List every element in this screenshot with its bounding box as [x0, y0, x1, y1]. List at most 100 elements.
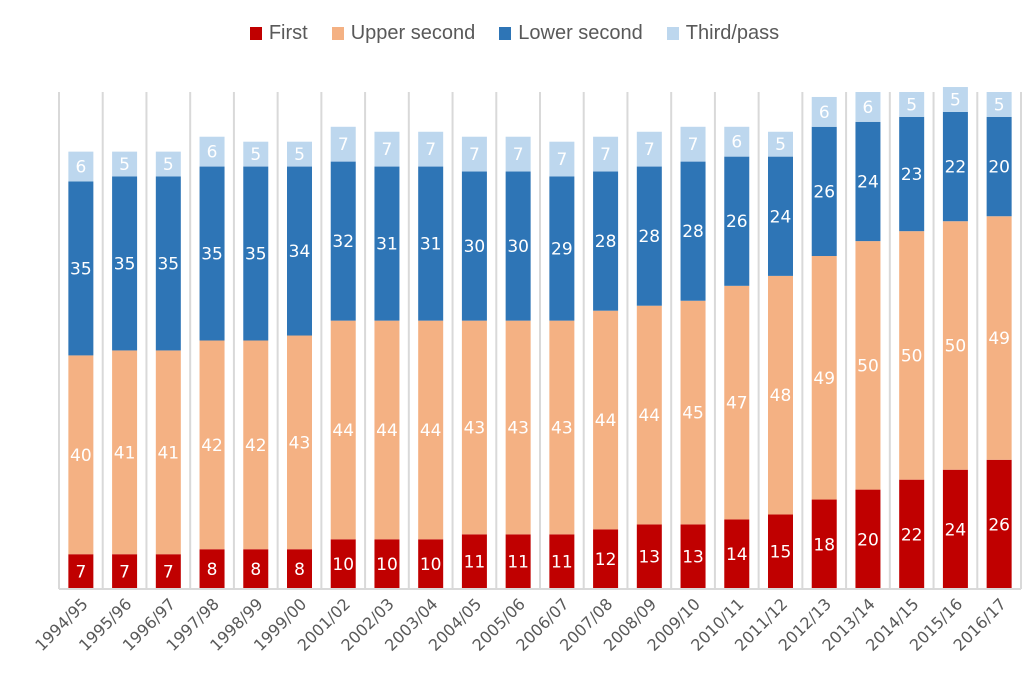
bar-segment-lower-second [199, 166, 225, 341]
data-label: 42 [245, 436, 267, 456]
data-label: 35 [157, 254, 179, 274]
bar-segment-first [899, 479, 925, 589]
data-label: 15 [770, 543, 792, 563]
legend-label: Lower second [518, 21, 643, 44]
bar-segment-first [549, 534, 575, 589]
data-label: 28 [682, 222, 704, 242]
data-label: 7 [556, 150, 567, 170]
data-label: 7 [338, 135, 349, 155]
data-label: 5 [950, 90, 961, 110]
legend-label: First [268, 21, 308, 44]
bar-segment-upper-second [68, 355, 94, 555]
bar-segment-third-pass [986, 92, 1012, 117]
data-label: 35 [70, 259, 92, 279]
bar-segment-upper-second [724, 285, 750, 520]
data-label: 30 [507, 237, 529, 257]
data-label: 7 [163, 563, 174, 583]
data-label: 45 [682, 404, 704, 424]
data-label: 43 [507, 418, 529, 438]
bar-segment-third-pass [199, 136, 225, 167]
bar-segment-third-pass [68, 151, 94, 182]
data-label: 35 [114, 254, 136, 274]
bar-segment-first [680, 524, 706, 589]
data-label: 30 [464, 237, 486, 257]
bar-segment-lower-second [680, 161, 706, 301]
bar-segment-third-pass [330, 126, 356, 162]
bar-segment-third-pass [899, 92, 925, 117]
legend-swatch [249, 26, 262, 40]
bar-segment-upper-second [461, 320, 487, 535]
data-label: 35 [201, 245, 223, 265]
data-label: 44 [420, 421, 442, 441]
data-label: 7 [688, 135, 699, 155]
bar-segment-third-pass [680, 126, 706, 162]
bar-segment-third-pass [243, 141, 269, 167]
bar-segment-lower-second [899, 116, 925, 232]
data-label: 8 [207, 560, 218, 580]
bar-segment-upper-second [986, 216, 1012, 460]
bar-segment-upper-second [374, 320, 400, 540]
data-label: 20 [988, 158, 1010, 178]
bar-segment-upper-second [768, 275, 793, 515]
bar-segment-upper-second [330, 320, 356, 540]
bar-segment-third-pass [636, 131, 662, 167]
data-label: 7 [644, 140, 655, 160]
bar-segment-lower-second [505, 171, 531, 321]
data-label: 7 [382, 140, 393, 160]
bar-segment-upper-second [287, 335, 312, 550]
bar-segment-third-pass [549, 141, 575, 177]
bar-segment-lower-second [636, 166, 662, 306]
bar-segment-lower-second [724, 156, 750, 286]
data-label: 24 [945, 520, 967, 540]
data-label: 26 [988, 515, 1010, 535]
bar-segment-first [155, 554, 181, 589]
legend-label: Third/pass [685, 21, 780, 44]
bar-segment-third-pass [593, 136, 619, 172]
bar-segment-first [768, 514, 793, 589]
data-label: 44 [595, 411, 617, 431]
data-label: 6 [731, 133, 742, 153]
data-label: 5 [775, 135, 786, 155]
bar-segment-lower-second [593, 171, 619, 311]
data-label: 11 [464, 553, 486, 573]
data-label: 8 [250, 560, 261, 580]
data-labels: 7 40 35 6 7 41 35 5 7 41 35 5 8 42 35 6 8 42 35 5 8 43 34 5 10 44… [70, 90, 1010, 582]
data-label: 11 [551, 553, 573, 573]
bar-segment-upper-second [680, 300, 706, 525]
legend-item-third-pass: Third/pass [666, 21, 780, 45]
data-label: 7 [469, 145, 480, 165]
data-label: 18 [813, 535, 835, 555]
data-label: 28 [638, 227, 660, 247]
bar-segment-upper-second [636, 305, 662, 525]
bar-segment-lower-second [942, 111, 968, 222]
bar-segment-third-pass [374, 131, 400, 167]
bar-segment-third-pass [287, 141, 312, 167]
bar-segment-first [243, 549, 269, 589]
data-label: 29 [551, 240, 573, 260]
bar-segment-lower-second [986, 116, 1012, 217]
bar-segment-lower-second [112, 176, 138, 351]
bar-segment-third-pass [112, 151, 138, 177]
data-label: 10 [420, 555, 442, 575]
data-label: 23 [901, 165, 923, 185]
data-label: 6 [863, 98, 874, 118]
bar-segment-third-pass [855, 92, 881, 122]
data-label: 14 [726, 545, 748, 565]
data-label: 11 [507, 553, 529, 573]
data-label: 10 [332, 555, 354, 575]
bar-segment-lower-second [374, 166, 400, 321]
bar-segment-upper-second [855, 241, 881, 490]
bar-segment-first [942, 469, 968, 589]
data-label: 6 [207, 143, 218, 163]
bar-segment-first [986, 459, 1012, 589]
legend-swatch [331, 26, 344, 40]
data-label: 43 [464, 418, 486, 438]
data-label: 47 [726, 394, 748, 414]
bar-segment-first [855, 489, 881, 589]
legend-swatch [666, 26, 679, 40]
data-label: 24 [770, 207, 792, 227]
data-label: 7 [600, 145, 611, 165]
data-label: 34 [289, 242, 311, 262]
bar-segment-first [636, 524, 662, 589]
